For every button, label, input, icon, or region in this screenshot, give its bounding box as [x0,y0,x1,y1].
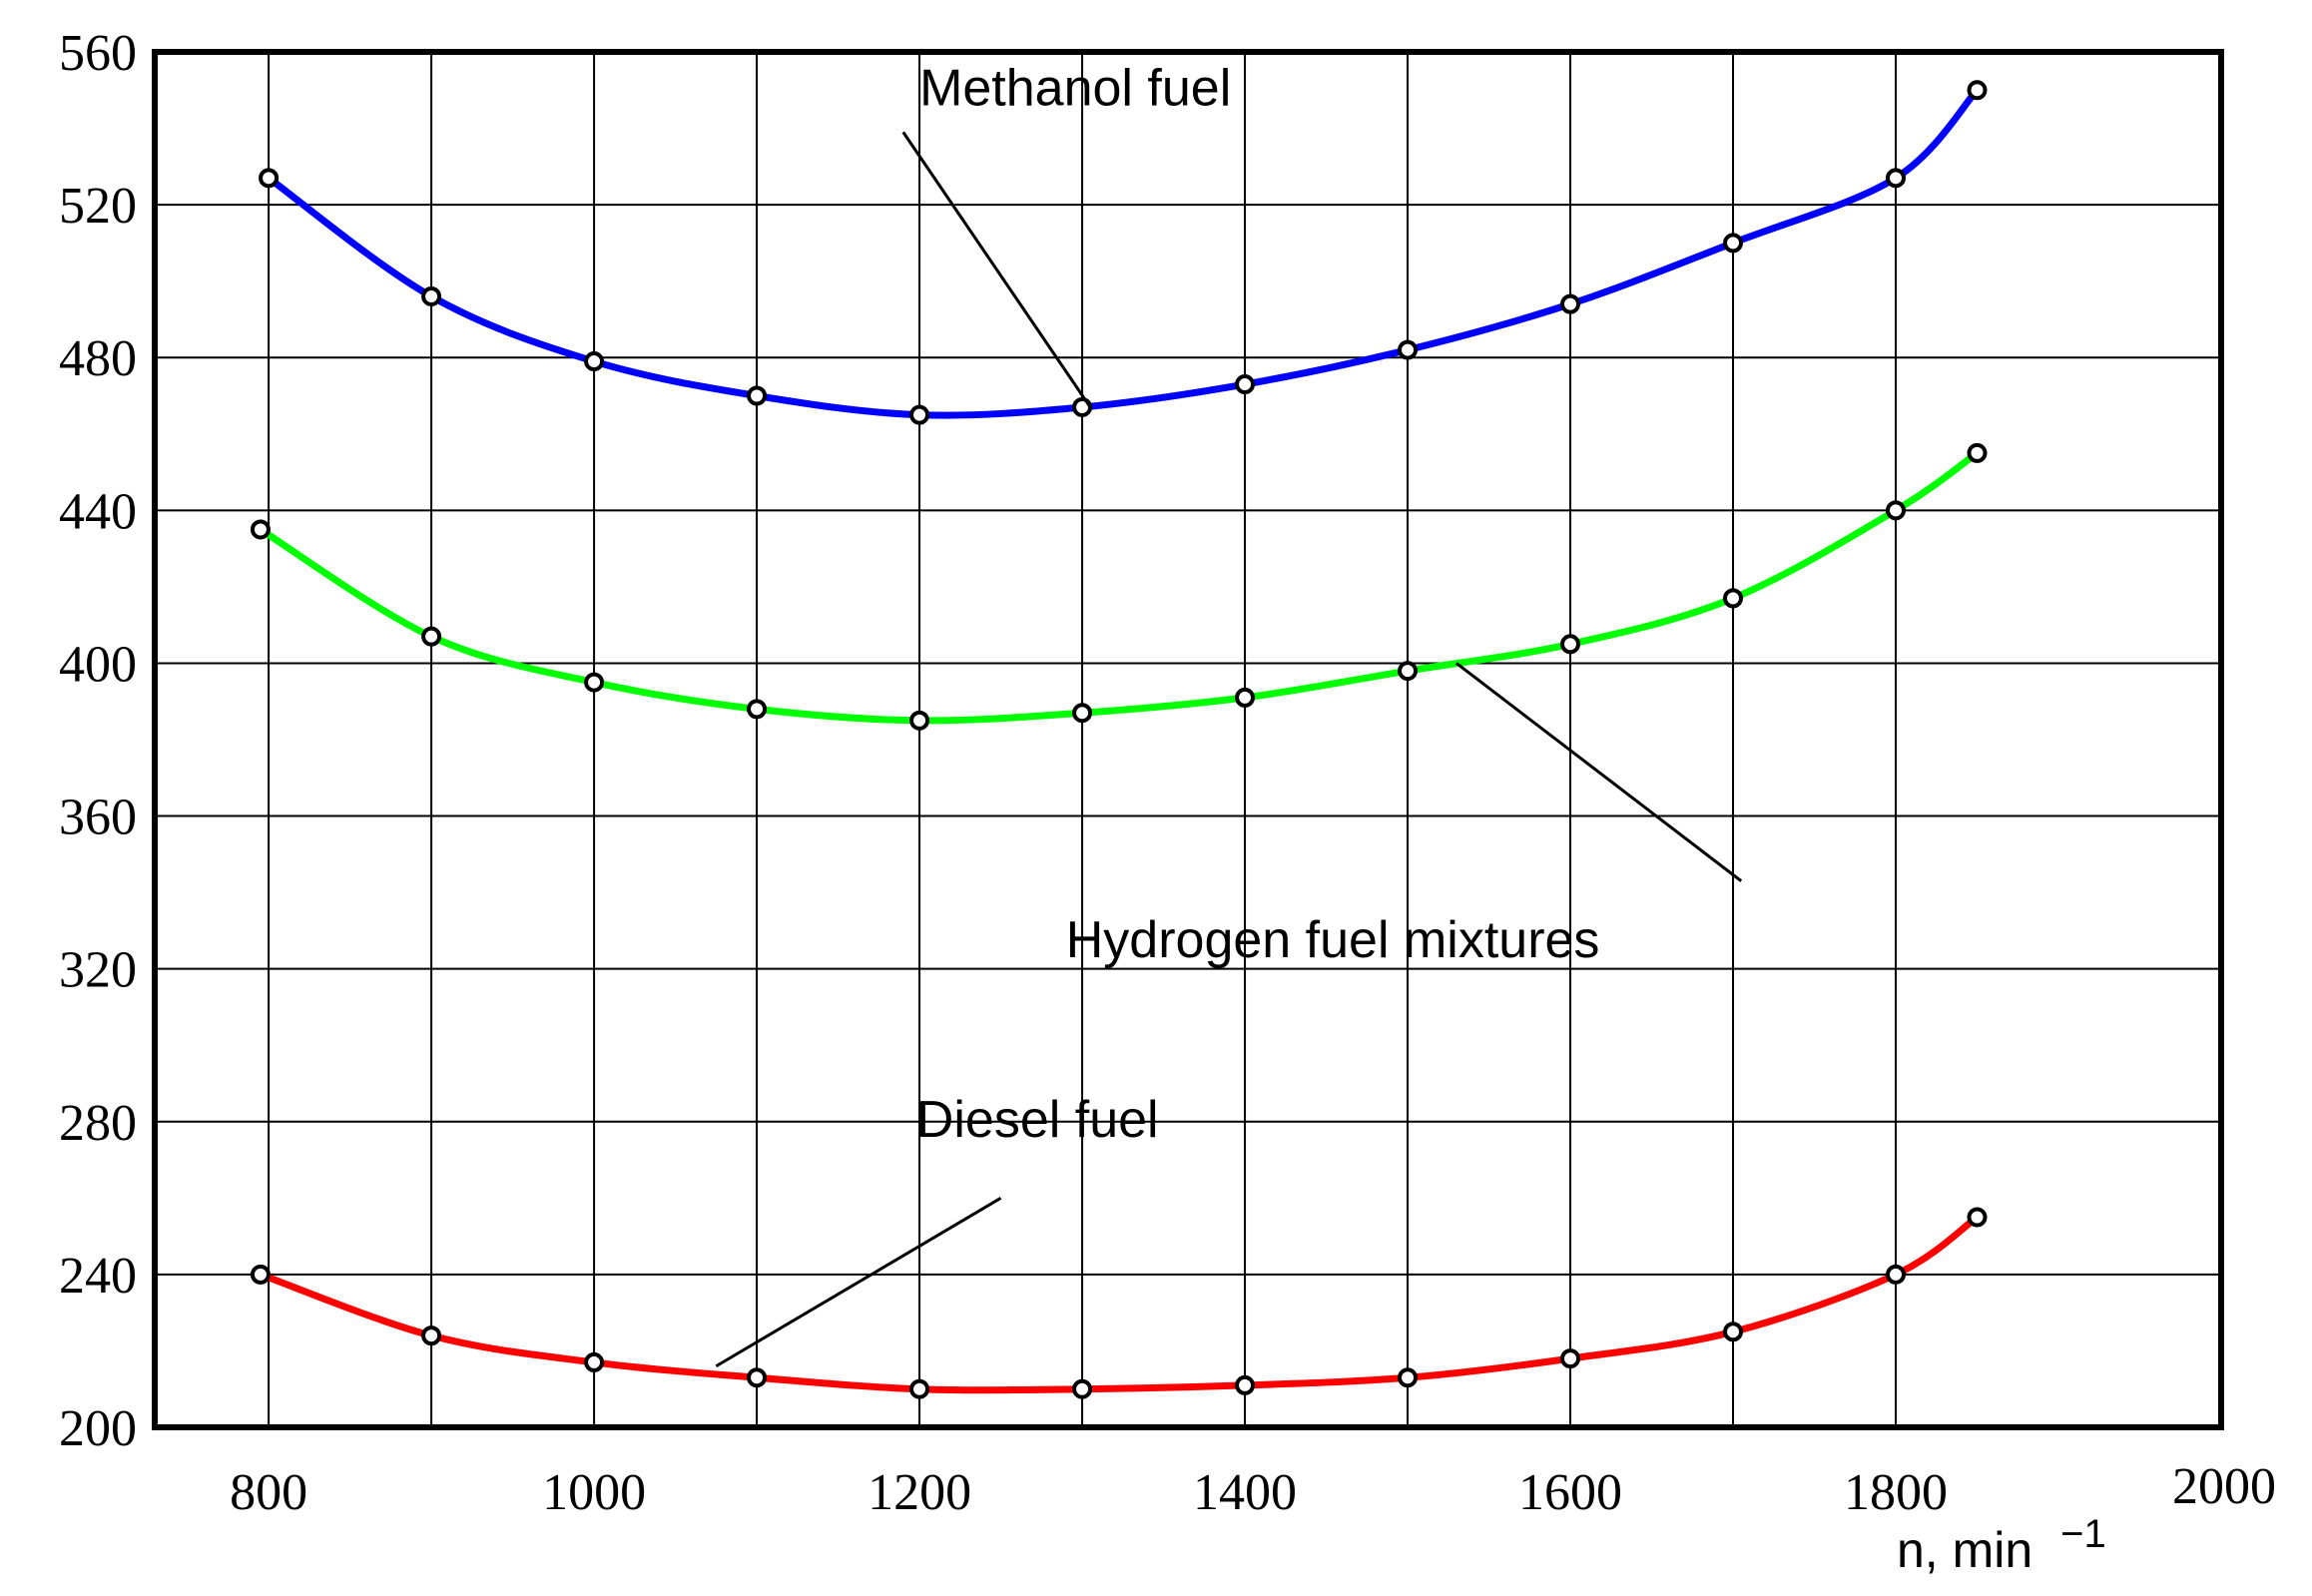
y-tick-label-480: 480 [59,330,137,387]
series-hydrogen-fuel-mixtures [250,442,1988,731]
series-methanol-fuel [259,80,1988,425]
y-tick-label-440: 440 [59,483,137,540]
data-point-hydrogen-fuel-mixtures-1000 [584,672,605,693]
data-point-methanol-fuel-800 [259,168,280,189]
data-point-diesel-fuel-1800 [1886,1264,1907,1285]
annotation-label-methanol-fuel: Methanol fuel [919,60,1231,118]
data-point-hydrogen-fuel-mixtures-1500 [1398,661,1419,682]
y-tick-label-560: 560 [59,25,137,82]
data-point-hydrogen-fuel-mixtures-1200 [909,710,930,731]
series-layer [250,80,1988,1399]
x-tick-label-1000: 1000 [542,1464,646,1521]
data-point-hydrogen-fuel-mixtures-1850 [1967,442,1988,463]
data-point-hydrogen-fuel-mixtures-1800 [1886,500,1907,521]
data-point-hydrogen-fuel-mixtures-1100 [747,699,768,720]
y-tick-label-320: 320 [59,942,137,999]
y-tick-label-240: 240 [59,1248,137,1305]
data-point-methanol-fuel-1850 [1967,80,1988,101]
y-tick-label-200: 200 [59,1400,137,1457]
data-point-diesel-fuel-1100 [747,1367,768,1388]
x-axis-ticks: 800 1000 1200 1400 1600 1800 2000 [230,1458,2276,1521]
annotation-label-diesel-fuel: Diesel fuel [916,1091,1159,1149]
grid-lines [155,51,2221,1428]
x-tick-label-2000: 2000 [2172,1458,2276,1515]
data-point-diesel-fuel-1850 [1967,1207,1988,1228]
x-axis-label-superscript: −1 [2060,1512,2106,1556]
data-point-diesel-fuel-1000 [584,1351,605,1372]
y-tick-label-280: 280 [59,1095,137,1152]
data-point-methanol-fuel-1000 [584,351,605,372]
series-line-methanol-fuel [265,86,1982,419]
data-point-hydrogen-fuel-mixtures-1400 [1235,687,1256,708]
annotation-label-hydrogen-fuel-mixtures: Hydrogen fuel mixtures [1066,911,1600,969]
data-point-diesel-fuel-795 [250,1264,271,1285]
data-point-methanol-fuel-1400 [1235,374,1256,395]
annotation-pointer-hydrogen-fuel-mixtures [1455,662,1743,882]
data-point-methanol-fuel-1600 [1560,293,1581,314]
x-tick-label-1600: 1600 [1518,1464,1622,1521]
data-point-diesel-fuel-1300 [1072,1378,1093,1399]
data-point-methanol-fuel-1500 [1398,339,1419,360]
y-axis-ticks: 200 240 280 320 360 400 440 480 520 560 [59,25,137,1457]
plot-frame [152,49,2224,1430]
y-tick-label-400: 400 [59,636,137,693]
data-point-hydrogen-fuel-mixtures-795 [250,519,271,540]
y-tick-label-520: 520 [59,178,137,235]
series-diesel-fuel [250,1207,1988,1399]
x-axis-label: n, min −1 [1897,1512,2106,1578]
annotation-layer: Methanol fuel Hydrogen fuel mixtures Diese… [715,60,1743,1368]
data-point-hydrogen-fuel-mixtures-1700 [1723,588,1744,609]
data-point-diesel-fuel-900 [421,1326,442,1346]
x-tick-label-1400: 1400 [1193,1464,1297,1521]
data-point-methanol-fuel-1700 [1723,233,1744,254]
data-point-hydrogen-fuel-mixtures-900 [421,626,442,647]
data-point-diesel-fuel-1400 [1235,1374,1256,1395]
data-point-methanol-fuel-1800 [1886,168,1907,189]
x-axis-label-text: n, min [1897,1522,2032,1578]
y-tick-label-360: 360 [59,790,137,846]
data-point-diesel-fuel-1200 [909,1378,930,1399]
annotation-pointer-methanol-fuel [901,131,1092,408]
data-point-methanol-fuel-900 [421,285,442,306]
data-point-diesel-fuel-1600 [1560,1348,1581,1369]
data-point-hydrogen-fuel-mixtures-1600 [1560,634,1581,655]
annotation-pointer-diesel-fuel [715,1197,1002,1368]
series-line-hydrogen-fuel-mixtures [257,449,1982,725]
data-point-methanol-fuel-1100 [747,385,768,406]
data-point-methanol-fuel-1200 [909,404,930,425]
data-point-diesel-fuel-1700 [1723,1322,1744,1342]
data-point-diesel-fuel-1500 [1398,1367,1419,1388]
data-point-hydrogen-fuel-mixtures-1300 [1072,703,1093,724]
x-tick-label-1800: 1800 [1844,1464,1948,1521]
x-tick-label-800: 800 [230,1464,307,1521]
series-line-diesel-fuel [257,1213,1982,1394]
x-tick-label-1200: 1200 [867,1464,971,1521]
